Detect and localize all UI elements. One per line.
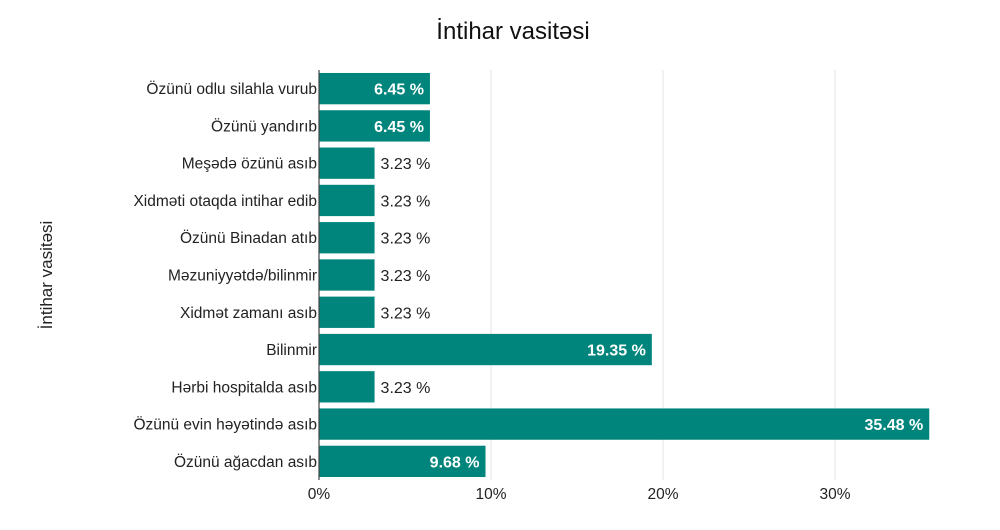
data-label: 3.23 %: [381, 231, 431, 248]
category-label: Bilinmir: [266, 342, 317, 359]
bar: [319, 222, 375, 254]
bar: [319, 296, 375, 328]
bar: [319, 72, 430, 105]
x-tick-label: 0%: [308, 486, 331, 503]
data-label: 3.23 %: [381, 193, 431, 210]
bar: [319, 184, 375, 217]
data-label: 9.68 %: [430, 454, 480, 471]
category-label: Xidməti otaqda intihar edib: [133, 193, 317, 210]
bar: [319, 445, 486, 478]
y-axis-label: İntihar vasitəsi: [37, 221, 56, 330]
data-label: 3.23 %: [381, 305, 431, 322]
data-label: 3.23 %: [381, 156, 431, 173]
bar: [319, 371, 375, 403]
category-labels: Özünü odlu silahla vurub Özünü yandırıb Me…: [133, 80, 317, 471]
category-label: Məzuniyyətdə/bilinmir: [168, 268, 317, 285]
category-label: Meşədə özünü asıb: [182, 156, 317, 173]
category-label: Xidmət zamanı asıb: [180, 305, 317, 322]
category-label: Özünü evin həyətində asıb: [133, 416, 317, 434]
x-tick-label: 20%: [647, 486, 678, 503]
category-label: Özünü yandırıb: [211, 117, 317, 135]
x-tick-labels: 0% 10% 20% 30%: [308, 486, 851, 503]
category-label: Özünü ağacdan asıb: [174, 453, 317, 471]
data-label: 35.48 %: [865, 417, 924, 434]
x-tick-label: 30%: [819, 486, 850, 503]
data-label: 6.45 %: [374, 82, 424, 99]
data-label: 19.35 %: [587, 343, 646, 360]
data-label: 3.23 %: [381, 380, 431, 397]
bars: 6.45 % 6.45 % 3.23 % 3.23 % 3.23 % 3.23 % 3.23…: [319, 72, 930, 478]
chart-title: İntihar vasitəsi: [436, 18, 589, 45]
x-tick-label: 10%: [475, 486, 506, 503]
category-label: Hərbi hospitalda asıb: [171, 379, 317, 396]
bar: [319, 147, 375, 179]
data-label: 3.23 %: [381, 268, 431, 285]
bar: [319, 110, 430, 142]
bar: [319, 259, 375, 291]
category-label: Özünü odlu silahla vurub: [146, 80, 317, 98]
category-label: Özünü Binadan atıb: [180, 229, 317, 247]
bar: [319, 408, 930, 440]
data-label: 6.45 %: [374, 119, 424, 136]
bar: [319, 333, 652, 366]
